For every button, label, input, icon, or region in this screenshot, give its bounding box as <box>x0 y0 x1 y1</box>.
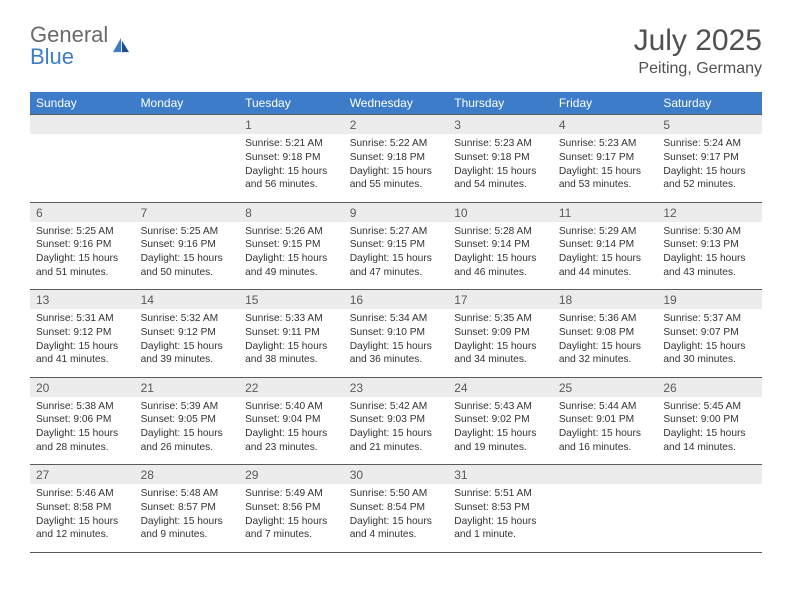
day-number-cell: 10 <box>448 202 553 222</box>
day-content-cell <box>30 134 135 202</box>
day-number-cell: 31 <box>448 465 553 485</box>
day-number-cell: 27 <box>30 465 135 485</box>
day-content-cell: Sunrise: 5:50 AMSunset: 8:54 PMDaylight:… <box>344 484 449 552</box>
day-content-cell: Sunrise: 5:36 AMSunset: 9:08 PMDaylight:… <box>553 309 658 377</box>
calendar-body: 12345Sunrise: 5:21 AMSunset: 9:18 PMDayl… <box>30 115 762 553</box>
day-number-cell: 5 <box>657 115 762 135</box>
day-content-cell: Sunrise: 5:28 AMSunset: 9:14 PMDaylight:… <box>448 222 553 290</box>
day-number-cell: 12 <box>657 202 762 222</box>
day-content-cell: Sunrise: 5:37 AMSunset: 9:07 PMDaylight:… <box>657 309 762 377</box>
day-number-row: 12345 <box>30 115 762 135</box>
day-number-row: 13141516171819 <box>30 290 762 310</box>
dayname-header: Wednesday <box>344 92 449 115</box>
day-content-cell: Sunrise: 5:45 AMSunset: 9:00 PMDaylight:… <box>657 397 762 465</box>
day-content-cell: Sunrise: 5:22 AMSunset: 9:18 PMDaylight:… <box>344 134 449 202</box>
day-number-cell: 14 <box>135 290 240 310</box>
day-number-cell <box>135 115 240 135</box>
day-number-cell: 30 <box>344 465 449 485</box>
day-content-cell: Sunrise: 5:27 AMSunset: 9:15 PMDaylight:… <box>344 222 449 290</box>
day-number-cell: 23 <box>344 377 449 397</box>
title-block: July 2025 Peiting, Germany <box>634 24 762 78</box>
day-content-row: Sunrise: 5:25 AMSunset: 9:16 PMDaylight:… <box>30 222 762 290</box>
day-content-row: Sunrise: 5:38 AMSunset: 9:06 PMDaylight:… <box>30 397 762 465</box>
day-content-cell: Sunrise: 5:44 AMSunset: 9:01 PMDaylight:… <box>553 397 658 465</box>
month-title: July 2025 <box>634 24 762 58</box>
day-content-cell: Sunrise: 5:30 AMSunset: 9:13 PMDaylight:… <box>657 222 762 290</box>
day-number-cell: 22 <box>239 377 344 397</box>
day-content-cell: Sunrise: 5:32 AMSunset: 9:12 PMDaylight:… <box>135 309 240 377</box>
calendar-page: General Blue July 2025 Peiting, Germany … <box>0 0 792 573</box>
day-content-cell: Sunrise: 5:24 AMSunset: 9:17 PMDaylight:… <box>657 134 762 202</box>
calendar-header-row: SundayMondayTuesdayWednesdayThursdayFrid… <box>30 92 762 115</box>
day-number-cell: 26 <box>657 377 762 397</box>
day-content-cell: Sunrise: 5:31 AMSunset: 9:12 PMDaylight:… <box>30 309 135 377</box>
dayname-header: Tuesday <box>239 92 344 115</box>
day-content-cell: Sunrise: 5:49 AMSunset: 8:56 PMDaylight:… <box>239 484 344 552</box>
day-number-cell: 20 <box>30 377 135 397</box>
day-number-cell: 1 <box>239 115 344 135</box>
day-content-cell: Sunrise: 5:25 AMSunset: 9:16 PMDaylight:… <box>30 222 135 290</box>
day-content-cell: Sunrise: 5:46 AMSunset: 8:58 PMDaylight:… <box>30 484 135 552</box>
day-number-cell: 7 <box>135 202 240 222</box>
day-number-cell <box>30 115 135 135</box>
day-number-row: 6789101112 <box>30 202 762 222</box>
day-number-cell: 11 <box>553 202 658 222</box>
day-number-cell: 28 <box>135 465 240 485</box>
day-content-cell: Sunrise: 5:25 AMSunset: 9:16 PMDaylight:… <box>135 222 240 290</box>
day-content-cell: Sunrise: 5:35 AMSunset: 9:09 PMDaylight:… <box>448 309 553 377</box>
day-number-cell: 8 <box>239 202 344 222</box>
day-content-cell: Sunrise: 5:33 AMSunset: 9:11 PMDaylight:… <box>239 309 344 377</box>
day-content-cell: Sunrise: 5:29 AMSunset: 9:14 PMDaylight:… <box>553 222 658 290</box>
day-number-cell: 3 <box>448 115 553 135</box>
day-number-cell: 13 <box>30 290 135 310</box>
day-number-cell: 17 <box>448 290 553 310</box>
day-content-row: Sunrise: 5:21 AMSunset: 9:18 PMDaylight:… <box>30 134 762 202</box>
dayname-header: Saturday <box>657 92 762 115</box>
day-number-cell: 18 <box>553 290 658 310</box>
day-number-cell: 9 <box>344 202 449 222</box>
day-content-row: Sunrise: 5:31 AMSunset: 9:12 PMDaylight:… <box>30 309 762 377</box>
day-number-row: 20212223242526 <box>30 377 762 397</box>
day-content-cell: Sunrise: 5:23 AMSunset: 9:17 PMDaylight:… <box>553 134 658 202</box>
day-content-cell: Sunrise: 5:51 AMSunset: 8:53 PMDaylight:… <box>448 484 553 552</box>
location: Peiting, Germany <box>634 60 762 78</box>
day-number-cell: 25 <box>553 377 658 397</box>
day-number-cell: 16 <box>344 290 449 310</box>
day-content-cell: Sunrise: 5:34 AMSunset: 9:10 PMDaylight:… <box>344 309 449 377</box>
day-number-cell: 4 <box>553 115 658 135</box>
day-number-cell: 29 <box>239 465 344 485</box>
logo-sail-icon <box>112 37 130 53</box>
day-content-row: Sunrise: 5:46 AMSunset: 8:58 PMDaylight:… <box>30 484 762 552</box>
day-content-cell <box>135 134 240 202</box>
day-number-cell: 2 <box>344 115 449 135</box>
day-number-row: 2728293031 <box>30 465 762 485</box>
day-number-cell: 19 <box>657 290 762 310</box>
day-content-cell: Sunrise: 5:21 AMSunset: 9:18 PMDaylight:… <box>239 134 344 202</box>
day-content-cell: Sunrise: 5:42 AMSunset: 9:03 PMDaylight:… <box>344 397 449 465</box>
day-number-cell: 15 <box>239 290 344 310</box>
dayname-header: Monday <box>135 92 240 115</box>
day-content-cell: Sunrise: 5:40 AMSunset: 9:04 PMDaylight:… <box>239 397 344 465</box>
day-number-cell <box>657 465 762 485</box>
day-content-cell: Sunrise: 5:43 AMSunset: 9:02 PMDaylight:… <box>448 397 553 465</box>
day-number-cell: 24 <box>448 377 553 397</box>
dayname-header: Sunday <box>30 92 135 115</box>
day-content-cell <box>657 484 762 552</box>
logo: General Blue <box>30 24 130 68</box>
day-content-cell <box>553 484 658 552</box>
logo-word2: Blue <box>30 44 74 69</box>
day-number-cell <box>553 465 658 485</box>
dayname-header: Thursday <box>448 92 553 115</box>
day-content-cell: Sunrise: 5:39 AMSunset: 9:05 PMDaylight:… <box>135 397 240 465</box>
day-content-cell: Sunrise: 5:38 AMSunset: 9:06 PMDaylight:… <box>30 397 135 465</box>
day-content-cell: Sunrise: 5:23 AMSunset: 9:18 PMDaylight:… <box>448 134 553 202</box>
day-content-cell: Sunrise: 5:26 AMSunset: 9:15 PMDaylight:… <box>239 222 344 290</box>
calendar-table: SundayMondayTuesdayWednesdayThursdayFrid… <box>30 92 762 553</box>
logo-text: General Blue <box>30 24 108 68</box>
day-number-cell: 6 <box>30 202 135 222</box>
day-number-cell: 21 <box>135 377 240 397</box>
day-content-cell: Sunrise: 5:48 AMSunset: 8:57 PMDaylight:… <box>135 484 240 552</box>
dayname-header: Friday <box>553 92 658 115</box>
header: General Blue July 2025 Peiting, Germany <box>30 24 762 78</box>
